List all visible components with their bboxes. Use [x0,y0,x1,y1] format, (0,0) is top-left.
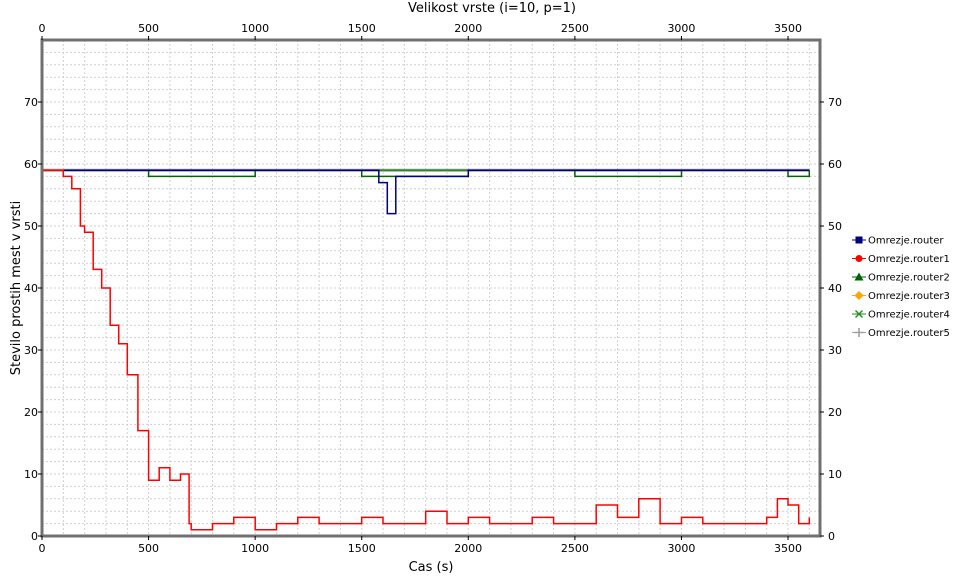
y-tick-label-right: 70 [828,96,842,109]
y-tick-label-right: 50 [828,220,842,233]
x-tick-label: 1000 [241,542,269,555]
y-tick-label: 30 [24,344,38,357]
x-tick-label: 500 [138,542,159,555]
legend-marker [854,328,864,337]
legend-item: Omrezje.router [852,236,944,247]
y-tick-label: 40 [24,282,38,295]
axes: 0050050010001000150015002000200025002500… [24,22,842,555]
y-tick-label-right: 30 [828,344,842,357]
legend-marker [855,255,863,262]
y-tick-label: 60 [24,158,38,171]
y-tick-label: 20 [24,406,38,419]
legend-item: Omrezje.router3 [852,291,950,302]
legend-marker [854,291,864,300]
y-tick-label-right: 0 [828,530,835,543]
x-tick-label: 3000 [667,542,695,555]
legend-label: Omrezje.router5 [868,328,950,339]
y-axis-title: Stevilo prostih mest v vrsti [9,201,24,375]
y-tick-label-right: 60 [828,158,842,171]
x-tick-label: 2500 [561,542,589,555]
legend-marker [855,236,863,244]
series-line-omrezje-router [42,169,810,215]
legend-label: Omrezje.router2 [868,273,950,284]
grid [42,40,820,536]
x-tick-label-top: 500 [138,22,159,35]
y-tick-label-right: 40 [828,282,842,295]
y-tick-label: 10 [24,468,38,481]
legend-item: Omrezje.router5 [852,328,950,339]
chart-title: Velikost vrste (i=10, p=1) [408,1,576,16]
y-tick-label: 70 [24,96,38,109]
x-tick-label-top: 0 [39,22,46,35]
legend-marker [855,310,863,318]
x-tick-label-top: 3000 [667,22,695,35]
legend-label: Omrezje.router1 [868,254,950,265]
x-tick-label: 0 [39,542,46,555]
x-tick-label: 3500 [774,542,802,555]
y-tick-label: 0 [31,530,38,543]
legend-label: Omrezje.router3 [868,291,950,302]
legend-marker [854,272,864,281]
x-tick-label-top: 1000 [241,22,269,35]
legend-item: Omrezje.router2 [852,272,950,284]
legend-item: Omrezje.router1 [852,254,950,265]
x-tick-label: 2000 [454,542,482,555]
x-tick-label-top: 2500 [561,22,589,35]
x-axis-title: Cas (s) [409,560,454,575]
y-tick-label-right: 10 [828,468,842,481]
y-tick-label: 50 [24,220,38,233]
legend-item: Omrezje.router4 [852,310,950,321]
x-tick-label-top: 2000 [454,22,482,35]
series-lines [42,168,811,531]
x-tick-label-top: 1500 [348,22,376,35]
x-tick-label-top: 3500 [774,22,802,35]
legend: Omrezje.router Omrezje.router1 Omrezje.rou… [852,236,950,339]
x-tick-label: 1500 [348,542,376,555]
series-line-omrezje-router1 [42,169,811,531]
legend-label: Omrezje.router4 [868,310,950,321]
legend-label: Omrezje.router [868,236,944,247]
y-tick-label-right: 20 [828,406,842,419]
